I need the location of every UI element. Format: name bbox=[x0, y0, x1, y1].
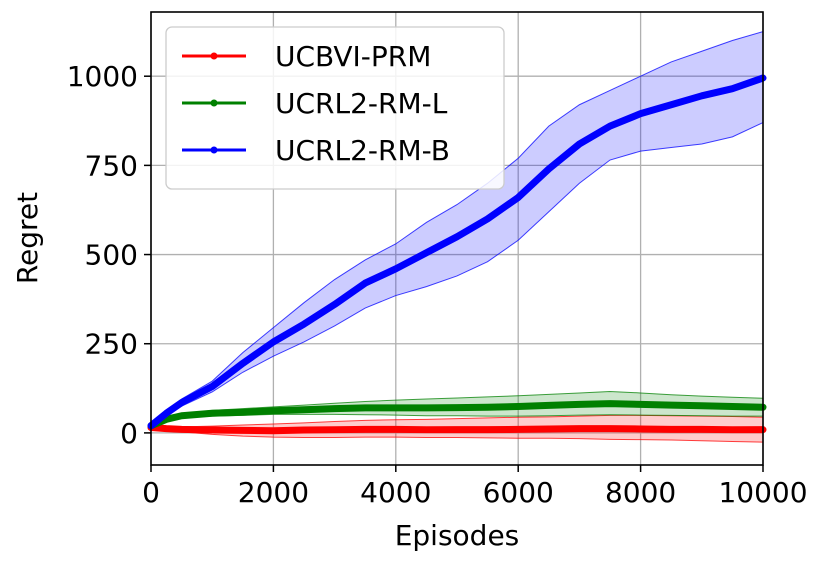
x-tick-label: 2000 bbox=[238, 476, 309, 509]
legend-label: UCBVI-PRM bbox=[275, 40, 431, 73]
x-tick-label: 6000 bbox=[483, 476, 554, 509]
series-line-UCRL2-RM-L bbox=[147, 400, 767, 430]
legend-box bbox=[165, 26, 505, 190]
legend-marker bbox=[210, 52, 218, 60]
series-line-UCRL2-RM-B bbox=[147, 74, 767, 430]
x-tick-label: 4000 bbox=[360, 476, 431, 509]
plot-frame bbox=[150, 11, 764, 466]
y-tick-label: 250 bbox=[85, 328, 138, 361]
y-axis-label: Regret bbox=[11, 192, 44, 284]
legend-marker bbox=[210, 99, 218, 107]
y-tick-label: 500 bbox=[85, 239, 138, 272]
x-axis-label: Episodes bbox=[395, 519, 520, 552]
y-tick-label: 1000 bbox=[67, 60, 138, 93]
x-axis-ticks: 0 2000 4000 6000 8000 10000 bbox=[142, 465, 808, 509]
legend: UCBVI-PRM UCRL2-RM-L UCRL2-RM-B bbox=[165, 26, 505, 190]
y-tick-label: 750 bbox=[85, 149, 138, 182]
y-tick-label: 0 bbox=[120, 417, 138, 450]
x-tick-label: 0 bbox=[142, 476, 160, 509]
series-line-UCBVI-PRM bbox=[147, 424, 767, 435]
legend-label: UCRL2-RM-L bbox=[275, 87, 448, 120]
series-lines bbox=[147, 74, 767, 435]
band-upper-UCRL2-RM-B bbox=[150, 31, 764, 427]
band-lower-UCBVI-PRM bbox=[150, 427, 764, 443]
x-tick-label: 8000 bbox=[605, 476, 676, 509]
band-lower-UCRL2-RM-B bbox=[150, 122, 764, 427]
y-axis-ticks: 0 250 500 750 1000 bbox=[67, 60, 151, 450]
legend-label: UCRL2-RM-B bbox=[275, 134, 450, 167]
x-tick-label: 10000 bbox=[718, 476, 807, 509]
legend-marker bbox=[210, 146, 218, 154]
